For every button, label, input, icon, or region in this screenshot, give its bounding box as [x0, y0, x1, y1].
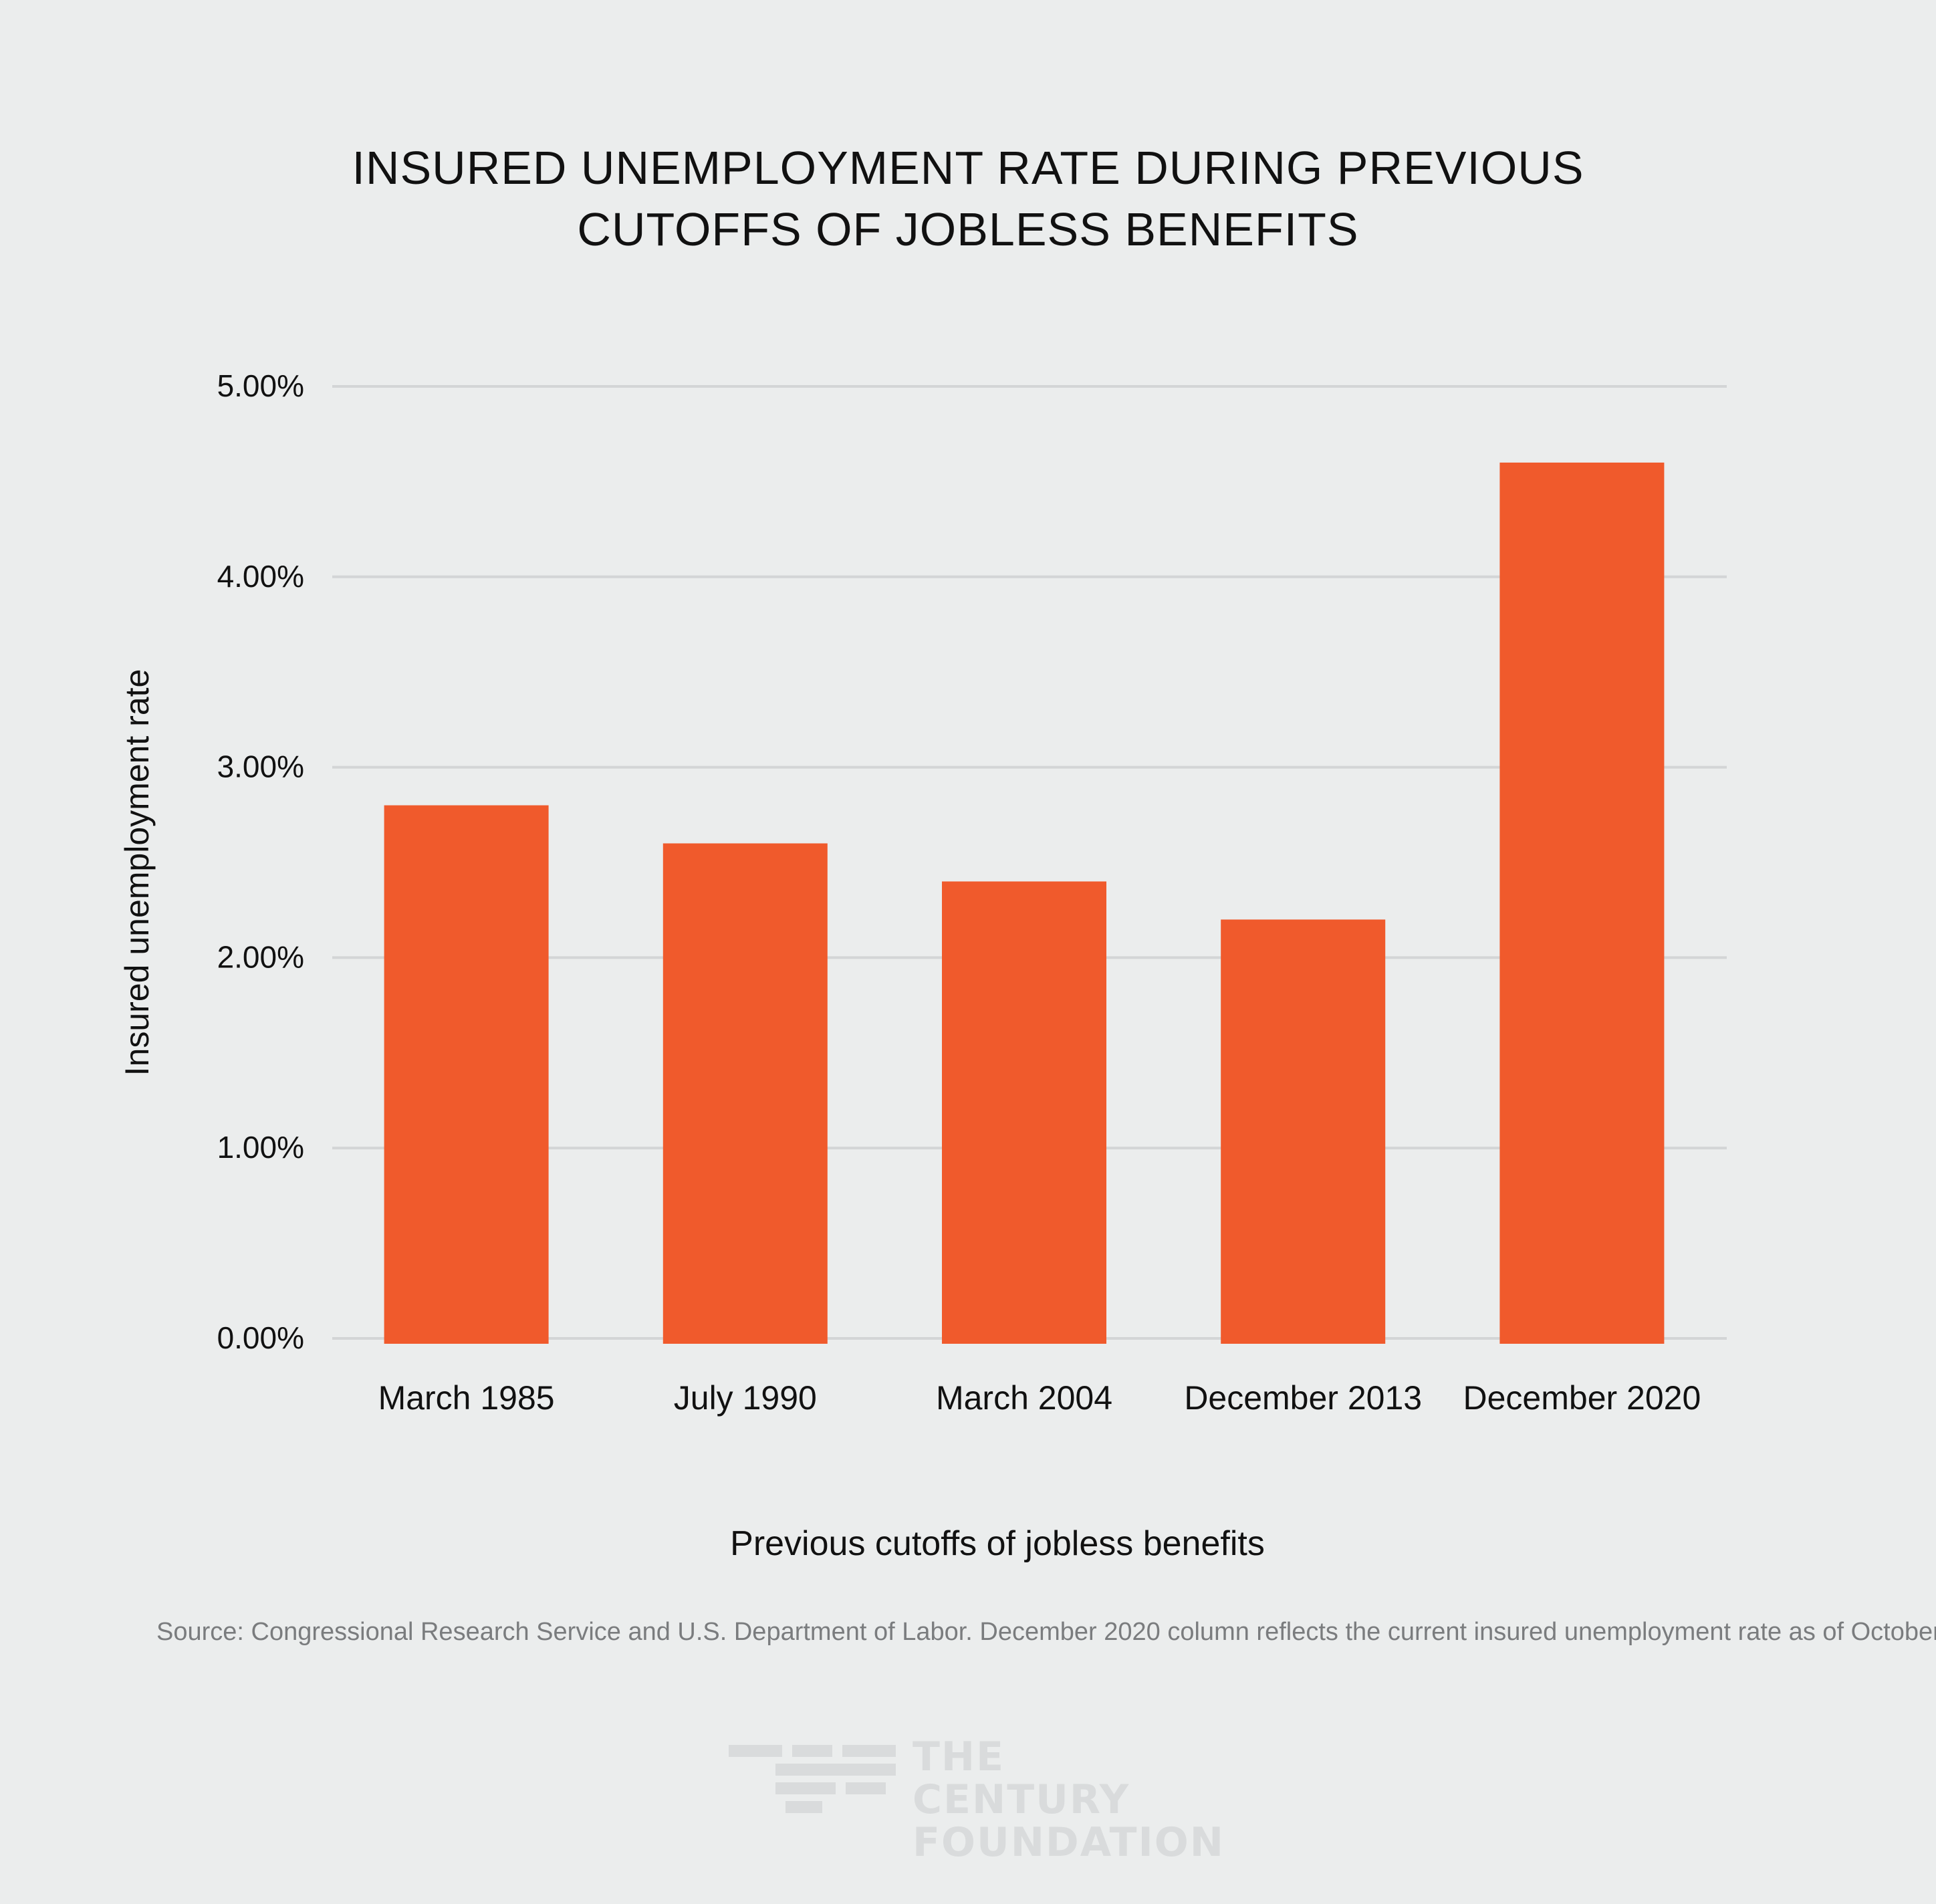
bar	[384, 805, 549, 1344]
x-axis-label: Previous cutoffs of jobless benefits	[730, 1524, 1265, 1563]
bar	[662, 843, 828, 1344]
bar	[1499, 462, 1665, 1344]
y-axis-label: Insured unemployment rate	[118, 669, 156, 1076]
x-tick-label: December 2013	[1184, 1379, 1422, 1417]
logo-stripe	[842, 1745, 896, 1757]
y-tick-label: 4.00%	[217, 559, 304, 594]
chart-title-line-2: CUTOFFS OF JOBLESS BENEFITS	[577, 203, 1359, 255]
y-tick-label: 2.00%	[217, 939, 304, 974]
bar-chart: 0.00% 1.00% 2.00% 3.00% 4.00% 5.00% March 1985…	[118, 368, 1727, 1563]
x-tick-label: July 1990	[674, 1379, 817, 1417]
x-tick-label: December 2020	[1463, 1379, 1701, 1417]
logo-stripe	[775, 1782, 836, 1794]
logo-stripe	[792, 1745, 832, 1757]
logo-wordmark: THE CENTURY FOUNDATION	[913, 1736, 1225, 1864]
chart-title-line-1: INSURED UNEMPLOYMENT RATE DURING PREVIOU…	[352, 142, 1584, 194]
source-note: Source: Congressional Research Service a…	[156, 1618, 1936, 1646]
bar	[1221, 919, 1386, 1344]
chart-title: INSURED UNEMPLOYMENT RATE DURING PREVIOU…	[0, 137, 1936, 260]
logo-stripe	[846, 1782, 886, 1794]
y-tick-label: 0.00%	[217, 1320, 304, 1355]
bar	[942, 881, 1106, 1344]
logo-line-1: THE CENTURY	[913, 1734, 1130, 1823]
y-tick-label: 3.00%	[217, 749, 304, 784]
logo-stripe	[775, 1764, 896, 1776]
century-foundation-logo: THE CENTURY FOUNDATION	[729, 1736, 1223, 1864]
logo-stripe	[729, 1745, 782, 1757]
x-tick-label: March 2004	[936, 1379, 1112, 1417]
logo-line-2: FOUNDATION	[913, 1819, 1225, 1866]
y-tick-label: 1.00%	[217, 1130, 304, 1165]
y-tick-label: 5.00%	[217, 368, 304, 403]
x-tick-label: March 1985	[378, 1379, 555, 1417]
logo-stripe	[785, 1801, 822, 1813]
